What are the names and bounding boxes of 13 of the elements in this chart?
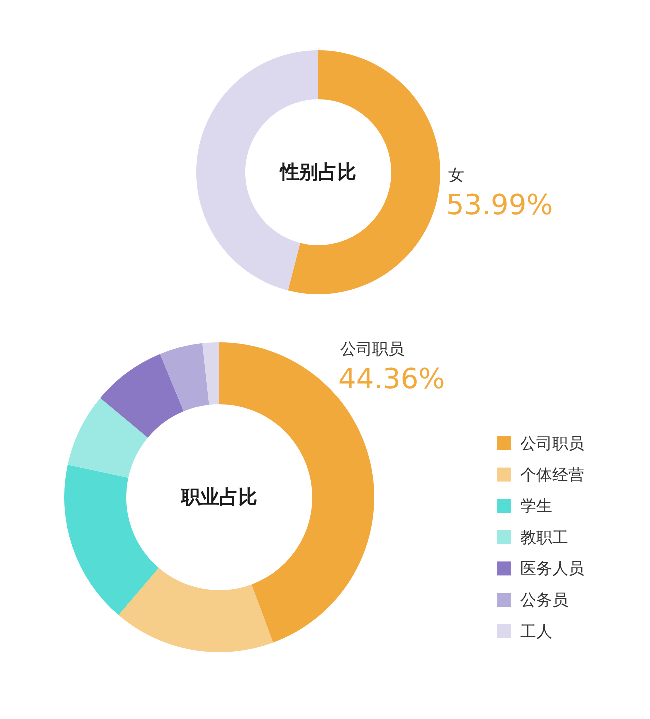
slice-label: 公司职员 [340, 340, 404, 358]
legend-label: 教职工 [520, 528, 568, 547]
legend-label: 学生 [520, 496, 552, 516]
data-label: 53.99% [446, 188, 554, 222]
slice-label: 女 [448, 166, 464, 184]
legend-label: 个体经营 [520, 465, 584, 484]
legend-label: 公务员 [520, 590, 568, 610]
legend-label: 公司职员 [520, 434, 584, 453]
text: 性别占比 [280, 162, 356, 184]
legend-label: 医务人员 [520, 559, 584, 578]
legend-label: 工人 [520, 622, 552, 641]
text: 职业占比 [180, 486, 258, 508]
data-label: 44.36% [338, 362, 446, 396]
